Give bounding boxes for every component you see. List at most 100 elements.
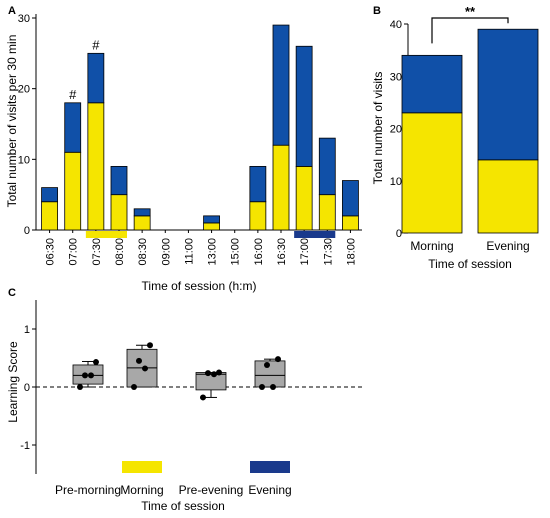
panel-c-data-point <box>200 394 206 401</box>
panel-b-bar-segment-blue <box>401 54 463 114</box>
panel-c-data-point <box>211 371 217 378</box>
panel-a-x-tick-label: 07:00 <box>68 238 80 266</box>
panel-c-y-axis-label: Learning Score <box>6 341 20 423</box>
panel-a-y-tick-label: 20 <box>18 84 30 96</box>
panel-c-data-point <box>82 372 88 379</box>
panel-a-bar-segment-yellow <box>110 194 128 231</box>
panel-b-significance: ** <box>431 4 509 44</box>
panel-a: A Total number of visits per 30 min Time… <box>5 5 362 293</box>
panel-a-bar-segment-yellow <box>272 144 290 231</box>
panel-c-x-tick-label: Morning <box>120 483 163 497</box>
panel-a-period-bar-yellow <box>85 231 127 238</box>
panel-a-bar-segment-yellow <box>342 215 359 231</box>
panel-c-data-point <box>142 365 148 372</box>
panel-c-data-point <box>147 342 153 349</box>
panel-b-y-tick-label: 10 <box>390 176 402 188</box>
panel-c-box <box>195 372 227 391</box>
panel-c-period-bar-yellow <box>122 461 162 473</box>
panel-b-bar-segment-yellow <box>477 159 539 234</box>
panel-b-y-tick-label: 20 <box>390 124 402 136</box>
panel-c-data-point <box>259 384 265 390</box>
panel-a-bar-segment-blue <box>295 45 313 167</box>
panel-a-x-tick-label: 17:00 <box>299 238 311 266</box>
panel-c-data-point <box>270 384 276 390</box>
panel-a-bar-segment-yellow <box>295 165 313 231</box>
panel-a-bar-segment-yellow <box>203 222 220 231</box>
panel-a-label: A <box>8 5 16 17</box>
panel-c-data-point <box>275 356 281 363</box>
panel-a-x-tick-label: 07:30 <box>91 238 103 266</box>
panel-a-y-axis-label: Total number of visits per 30 min <box>5 35 19 208</box>
panel-c-y-tick-label: -1 <box>20 440 30 452</box>
panel-c-data-point <box>205 370 211 377</box>
panel-a-bar-segment-blue <box>133 208 151 217</box>
panel-c-data-point <box>88 372 94 379</box>
panel-b-y-tick-label: 40 <box>390 19 402 31</box>
panel-b-x-tick-label: Evening <box>486 239 529 253</box>
panel-a-x-tick-label: 06:30 <box>45 238 57 266</box>
panel-c-label: C <box>8 287 16 299</box>
panel-a-bar-segment-blue <box>64 102 82 153</box>
panel-a-y-tick-label: 0 <box>24 225 30 237</box>
panel-a-bar-segment-blue <box>110 165 128 196</box>
panel-b: B Total number of visits Time of session… <box>371 4 539 271</box>
panel-a-bar-segment-blue <box>87 52 105 104</box>
panel-c-y-tick-label: 1 <box>24 324 30 336</box>
panel-a-x-tick-label: 08:30 <box>137 238 149 266</box>
panel-c-box <box>254 360 286 388</box>
panel-b-bars <box>401 28 539 234</box>
panel-c-y-tick-label: 0 <box>24 382 30 394</box>
panel-a-bar-segment-yellow <box>64 151 82 231</box>
panel-a-x-axis-label: Time of session (h:m) <box>142 279 257 293</box>
panel-c-data-point <box>216 369 222 376</box>
panel-a-bars <box>41 24 359 231</box>
panel-b-y-axis-label: Total number of visits <box>371 72 385 185</box>
panel-b-bar-segment-yellow <box>401 112 463 234</box>
panel-c-data-point <box>131 384 137 390</box>
panel-c-x-tick-label: Pre-morning <box>55 483 121 497</box>
panel-b-label: B <box>373 5 381 17</box>
panel-a-x-tick-label: 13:00 <box>207 238 219 266</box>
panel-a-annotations: ## <box>69 37 336 238</box>
panel-a-bar-segment-blue <box>41 187 58 203</box>
panel-c-data-point <box>77 384 83 390</box>
panel-a-bar-segment-blue <box>272 24 290 146</box>
panel-a-x-tick-label: 18:00 <box>345 238 357 266</box>
panel-a-annotation: # <box>92 37 100 52</box>
panel-a-bar-segment-yellow <box>41 201 58 231</box>
panel-a-annotation: # <box>69 87 77 102</box>
panel-a-x-tick-label: 17:30 <box>322 238 334 266</box>
panel-a-y-tick-label: 30 <box>18 13 30 25</box>
panel-a-x-tick-label: 16:30 <box>276 238 288 266</box>
panel-c-x-tick-label: Evening <box>248 483 291 497</box>
panel-b-y-tick-label: 0 <box>396 228 402 240</box>
panel-a-bar-segment-yellow <box>133 215 151 231</box>
panel-b-x-tick-label: Morning <box>410 239 453 253</box>
panel-b-tick-labels: 0 10 20 30 40 Morning Evening <box>390 19 530 253</box>
panel-c-x-tick-label: Pre-evening <box>179 483 244 497</box>
panel-b-significance-label: ** <box>465 4 476 19</box>
panel-c-tick-labels: -1 0 1 Pre-morning Morning Pre-evening Evening <box>20 324 291 497</box>
panel-c-data-point <box>264 361 270 368</box>
panel-c-period-bar-dark_blue <box>250 461 290 473</box>
panel-a-x-tick-label: 16:00 <box>253 238 265 266</box>
panel-c: C Learning Score Time of session -1 0 1 Pre… <box>6 287 365 513</box>
panel-a-x-tick-label: 08:00 <box>114 238 126 266</box>
panel-a-bar-segment-blue <box>249 165 267 203</box>
panel-c-box <box>72 364 104 385</box>
panel-a-bar-segment-blue <box>318 137 336 196</box>
panel-b-y-tick-label: 30 <box>390 71 402 83</box>
panel-a-y-tick-label: 10 <box>18 154 30 166</box>
panel-a-tick-labels: 0 10 20 30 06:30 07:00 07:30 08:00 08:30 09:00 11:… <box>18 13 358 266</box>
panel-a-bar-segment-blue <box>342 180 359 217</box>
panel-c-data-point <box>136 357 142 364</box>
panel-c-x-axis-label: Time of session <box>141 499 225 513</box>
panel-b-bar-segment-blue <box>477 28 539 161</box>
panel-a-bar-segment-blue <box>203 215 220 224</box>
panel-a-bar-segment-yellow <box>87 102 105 231</box>
panel-a-bar-segment-yellow <box>318 194 336 231</box>
panel-a-bar-segment-yellow <box>249 201 267 231</box>
panel-b-x-axis-label: Time of session <box>428 257 512 271</box>
panel-a-x-tick-label: 11:00 <box>183 238 195 265</box>
